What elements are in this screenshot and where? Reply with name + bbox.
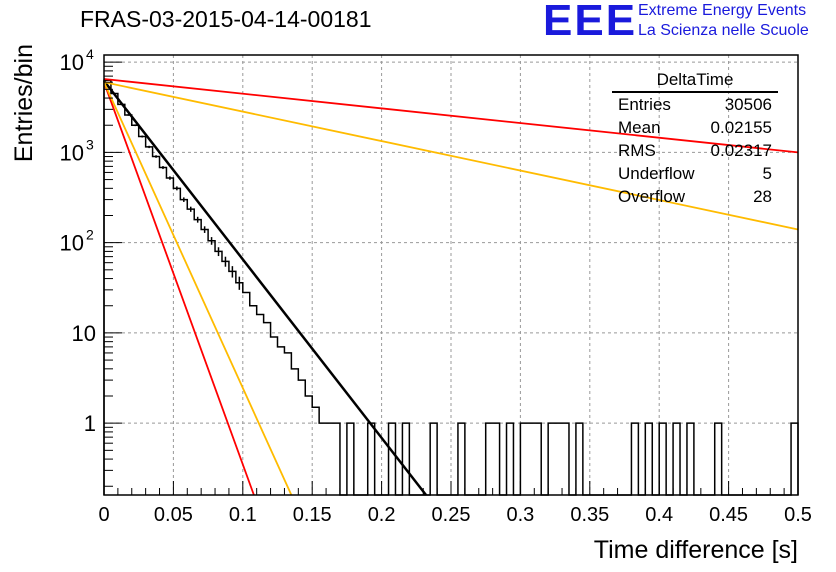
x-tick-label: 0.15: [293, 504, 332, 526]
x-tick-label: 0.3: [506, 504, 534, 526]
y-tick-label: 10: [60, 231, 84, 256]
chart-title: FRAS-03-2015-04-14-00181: [80, 6, 372, 32]
stats-row-underflow: Underflow 5: [612, 162, 778, 185]
stats-row-entries: Entries 30506: [612, 93, 778, 116]
stats-label: Mean: [618, 118, 661, 137]
logo-mark: EEE: [543, 0, 638, 45]
x-axis-label: Time difference [s]: [594, 536, 798, 564]
stats-box-name: DeltaTime: [612, 70, 778, 93]
y-tick-exponent: 3: [86, 136, 94, 152]
stats-box: DeltaTime Entries 30506 Mean 0.02155 RMS…: [612, 70, 778, 208]
stats-label: RMS: [618, 141, 656, 160]
stats-label: Overflow: [618, 187, 686, 206]
x-ticks: 0 0.05 0.1 0.15 0.2 0.25 0.3 0.35 0.4 0.45 0.5: [98, 481, 812, 526]
fit-line-2: [103, 78, 799, 154]
stats-value: 0.02317: [710, 141, 772, 160]
y-tick-label: 1: [84, 411, 96, 436]
x-tick-label: 0.45: [709, 504, 748, 526]
stats-label: Entries: [618, 95, 671, 114]
y-axis-label: Entries/bin: [10, 44, 38, 162]
x-tick-label: 0.5: [784, 504, 812, 526]
stats-value: 28: [753, 187, 772, 206]
stats-row-overflow: Overflow 28: [612, 185, 778, 208]
x-tick-label: 0.05: [154, 504, 193, 526]
fit-line-1: [103, 80, 428, 496]
stats-value: 30506: [724, 95, 772, 114]
logo-line-2: La Scienza nelle Scuole: [638, 22, 809, 39]
x-tick-label: 0.1: [229, 504, 257, 526]
x-tick-label: 0.4: [645, 504, 673, 526]
y-tick-exponent: 2: [86, 227, 94, 243]
x-tick-label: 0.25: [432, 504, 471, 526]
fit-line-5: [103, 81, 293, 496]
y-tick-exponent: 4: [86, 46, 94, 62]
x-tick-label: 0: [98, 504, 109, 526]
stats-label: Underflow: [618, 164, 695, 183]
x-tick-label: 0.35: [570, 504, 609, 526]
logo-line-1: Extreme Energy Events: [638, 2, 807, 19]
histogram-outline: [103, 79, 799, 496]
y-tick-label: 10: [72, 321, 96, 346]
grid-lines: [104, 55, 798, 495]
y-tick-label: 10: [60, 140, 84, 165]
fit-lines: [103, 78, 799, 496]
stats-value: 5: [762, 164, 772, 183]
stats-value: 0.02155: [710, 118, 772, 137]
stats-row-rms: RMS 0.02317: [612, 139, 778, 162]
x-tick-label: 0.2: [368, 504, 396, 526]
fit-line-3: [103, 81, 799, 231]
y-tick-label: 10: [60, 50, 84, 75]
fit-line-4: [103, 81, 255, 496]
stats-row-mean: Mean 0.02155: [612, 116, 778, 139]
